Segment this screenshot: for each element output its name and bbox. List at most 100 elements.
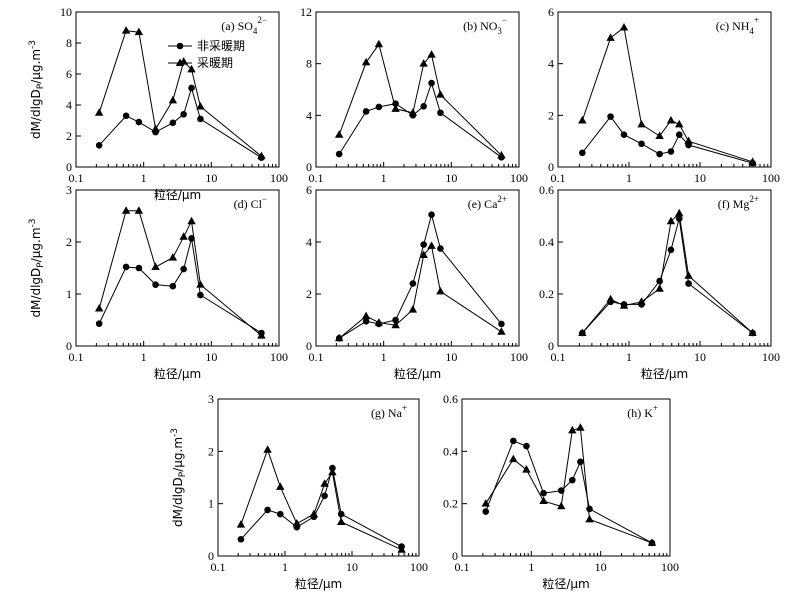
x-tick-label: 10: [205, 350, 217, 364]
plot-frame: [315, 189, 520, 347]
x-tick-label: 0.1: [551, 350, 566, 364]
data-point-circle: [188, 84, 195, 92]
x-tick-label: 1: [141, 171, 147, 185]
series-line-triangle: [581, 26, 753, 163]
data-point-triangle: [606, 294, 615, 303]
panel-ion-label: (b) NO3−: [463, 15, 507, 36]
plot-frame: [75, 11, 280, 168]
data-point-circle: [135, 118, 143, 126]
legend-label: 采暖期: [197, 56, 233, 70]
y-tick-label: 1: [208, 497, 214, 511]
series-line-circle: [98, 238, 262, 334]
data-point-circle: [122, 112, 130, 120]
series-line-circle: [338, 81, 502, 158]
data-point-triangle: [748, 328, 757, 336]
data-point-circle: [197, 115, 204, 123]
data-point-triangle: [134, 27, 144, 36]
data-point-triangle: [187, 216, 196, 225]
data-point-circle: [577, 458, 584, 466]
data-point-circle: [667, 148, 675, 155]
x-tick-label: 0.1: [309, 171, 324, 185]
plot-frame: [557, 11, 772, 168]
y-tick-label: 0.4: [539, 235, 554, 249]
data-point-triangle: [292, 519, 301, 527]
y-tick-label: 2: [208, 444, 214, 458]
data-point-circle: [409, 280, 417, 287]
x-axis-title: 粒径/μm: [641, 366, 688, 381]
data-point-triangle: [655, 131, 664, 139]
x-tick-label: 1: [626, 350, 632, 364]
y-tick-label: 4: [306, 108, 312, 122]
panel-c: 0.1 1 10 100 0 2 4 6 (c) NH4+: [548, 5, 780, 185]
y-tick-label: 0: [306, 160, 312, 174]
data-point-circle: [169, 282, 177, 290]
data-point-circle: [169, 119, 177, 127]
y-tick-label: 0.6: [539, 183, 554, 197]
y-tick-label: 6: [548, 5, 554, 19]
data-point-triangle: [748, 157, 757, 165]
y-tick-label: 6: [66, 67, 72, 81]
data-point-triangle: [168, 95, 178, 104]
data-point-circle: [135, 264, 143, 272]
data-point-circle: [675, 215, 683, 222]
data-point-triangle: [309, 509, 319, 518]
series-line-circle: [581, 218, 753, 334]
data-point-triangle: [374, 318, 384, 326]
panel-ion-label: (a) SO42−: [221, 15, 267, 36]
legend-label: 非采暖期: [197, 39, 245, 53]
data-point-triangle: [539, 496, 548, 505]
data-point-triangle: [334, 333, 344, 342]
data-point-circle: [95, 142, 103, 149]
panel-ion-label: (h) K+: [627, 403, 658, 420]
data-point-circle: [152, 281, 159, 288]
x-tick-label: 100: [762, 171, 780, 185]
data-point-circle: [437, 245, 444, 252]
data-point-triangle: [637, 119, 646, 128]
data-point-triangle: [263, 445, 272, 453]
data-point-triangle: [576, 423, 585, 431]
data-point-circle: [180, 265, 187, 273]
data-point-circle: [685, 280, 692, 287]
data-point-triangle: [361, 57, 371, 66]
data-point-circle: [667, 246, 675, 254]
data-point-triangle: [179, 232, 188, 240]
y-axis-title: dM/dlgDP/μg.m-3: [28, 218, 46, 317]
data-point-triangle: [257, 151, 266, 160]
data-point-circle: [586, 505, 593, 513]
x-tick-label: 100: [510, 171, 528, 185]
x-tick-label: 10: [595, 560, 607, 574]
data-point-circle: [428, 211, 435, 218]
series-line-circle: [240, 467, 402, 548]
data-point-triangle: [619, 301, 629, 309]
data-point-triangle: [578, 116, 587, 124]
x-tick-label: 1: [282, 560, 288, 574]
series-line-triangle: [485, 427, 653, 544]
x-tick-label: 1: [141, 350, 147, 364]
data-point-triangle: [337, 517, 346, 525]
data-point-triangle: [619, 23, 629, 31]
data-point-triangle: [391, 104, 400, 112]
legend-marker-circle: [176, 42, 184, 50]
y-axis-title: dM/dlgDP/μg.m-3: [170, 428, 188, 527]
data-point-triangle: [374, 39, 384, 48]
data-point-circle: [675, 131, 683, 139]
data-point-circle: [656, 277, 663, 285]
panel-ion-label: (c) NH4+: [716, 15, 759, 36]
data-point-triangle: [151, 124, 160, 133]
x-tick-label: 10: [346, 560, 358, 574]
series-line-circle: [581, 115, 753, 164]
data-point-triangle: [134, 206, 144, 214]
data-point-circle: [197, 291, 204, 299]
panel-ion-label: (g) Na+: [371, 403, 407, 420]
data-point-triangle: [397, 545, 406, 553]
x-tick-label: 1: [626, 171, 632, 185]
y-tick-label: 0: [548, 339, 554, 353]
x-axis-title: 粒径/μm: [295, 576, 342, 591]
series-line-triangle: [240, 448, 402, 551]
data-point-triangle: [408, 305, 418, 313]
y-tick-label: 1: [66, 287, 72, 301]
y-axis-title: dM/dlgDP/μg.m-3: [28, 40, 46, 139]
y-tick-label: 4: [66, 98, 72, 112]
